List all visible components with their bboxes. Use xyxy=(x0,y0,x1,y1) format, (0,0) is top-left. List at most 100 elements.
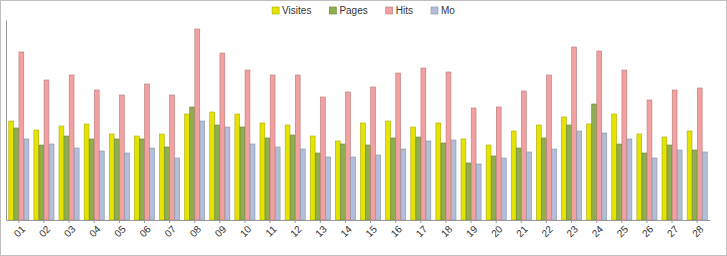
bar xyxy=(134,136,139,220)
x-tick-label: 09 xyxy=(213,223,229,239)
series-bars xyxy=(24,121,707,220)
bar xyxy=(9,121,14,220)
bar xyxy=(270,75,275,220)
bar xyxy=(175,158,180,220)
x-tick: 17 xyxy=(414,220,430,239)
x-tick: 07 xyxy=(162,220,178,239)
bar xyxy=(44,80,49,220)
bar xyxy=(572,47,577,220)
bar xyxy=(391,138,396,220)
x-tick: 06 xyxy=(137,220,153,239)
bar xyxy=(521,91,526,220)
bar xyxy=(315,153,320,220)
x-tick: 03 xyxy=(62,220,78,239)
bar xyxy=(567,125,572,220)
bar xyxy=(436,123,441,220)
x-tick: 01 xyxy=(12,220,28,239)
bar xyxy=(527,152,532,220)
bar xyxy=(300,149,305,220)
x-tick-mark xyxy=(270,220,271,223)
x-tick-label: 28 xyxy=(690,223,706,239)
bar xyxy=(702,152,707,220)
x-tick-label: 13 xyxy=(313,223,329,239)
bar xyxy=(139,139,144,220)
x-tick-mark xyxy=(94,220,95,223)
x-tick: 14 xyxy=(338,220,354,239)
bar xyxy=(19,52,24,220)
x-tick-label: 18 xyxy=(439,223,455,239)
legend-swatch xyxy=(329,7,336,14)
x-tick-label: 17 xyxy=(414,223,430,239)
bar xyxy=(275,147,280,220)
x-tick-label: 24 xyxy=(590,223,606,239)
bar xyxy=(461,139,466,220)
bar xyxy=(210,112,215,220)
bar xyxy=(114,139,119,220)
series-bars xyxy=(14,104,697,220)
legend: VisitesPagesHitsMo xyxy=(272,5,455,16)
bar xyxy=(667,145,672,220)
bar xyxy=(637,134,642,220)
chart: 0102030405060708091011121314151617181920… xyxy=(0,0,727,256)
x-tick-mark xyxy=(471,220,472,223)
x-tick-label: 14 xyxy=(338,223,354,239)
bar xyxy=(547,75,552,220)
x-tick: 23 xyxy=(564,220,580,239)
x-tick-mark xyxy=(521,220,522,223)
x-tick-label: 20 xyxy=(489,223,505,239)
legend-label: Pages xyxy=(339,5,367,16)
bar xyxy=(501,158,506,220)
bar xyxy=(562,117,567,220)
bar xyxy=(250,144,255,220)
x-tick-label: 02 xyxy=(37,223,53,239)
x-axis-line xyxy=(7,220,711,221)
x-tick-mark xyxy=(119,220,120,223)
bar xyxy=(396,73,401,220)
x-tick-mark xyxy=(194,220,195,223)
bar xyxy=(587,124,592,220)
bar xyxy=(361,123,366,220)
bar xyxy=(170,95,175,220)
x-tick: 21 xyxy=(514,220,530,239)
x-tick-mark xyxy=(295,220,296,223)
x-tick-mark xyxy=(420,220,421,223)
bar xyxy=(617,144,622,220)
x-tick-mark xyxy=(169,220,170,223)
bar xyxy=(34,130,39,220)
bar xyxy=(541,138,546,220)
x-tick-label: 06 xyxy=(137,223,153,239)
x-tick-mark xyxy=(244,220,245,223)
bar xyxy=(340,144,345,220)
bar xyxy=(200,121,205,220)
bar xyxy=(99,151,104,220)
x-tick-mark xyxy=(219,220,220,223)
bar xyxy=(511,131,516,220)
bar xyxy=(320,97,325,220)
bar xyxy=(109,134,114,220)
bar xyxy=(516,148,521,220)
x-tick: 25 xyxy=(615,220,631,239)
x-tick: 04 xyxy=(87,220,103,239)
bar xyxy=(215,125,220,220)
bar xyxy=(245,70,250,220)
x-tick-label: 11 xyxy=(263,223,278,238)
series-bars xyxy=(19,29,702,220)
x-tick: 22 xyxy=(539,220,555,239)
x-tick-label: 08 xyxy=(188,223,204,239)
bar xyxy=(235,114,240,220)
bar xyxy=(295,75,300,220)
x-tick-label: 10 xyxy=(238,223,254,239)
y-axis xyxy=(6,21,7,221)
bar xyxy=(260,123,265,220)
x-tick-mark xyxy=(546,220,547,223)
bar xyxy=(220,53,225,220)
bar xyxy=(692,150,697,220)
bar xyxy=(59,126,64,220)
bar xyxy=(119,95,124,220)
x-tick-mark xyxy=(370,220,371,223)
legend-item: Visites xyxy=(272,5,311,16)
x-tick-mark xyxy=(395,220,396,223)
x-tick-mark xyxy=(571,220,572,223)
bar xyxy=(240,127,245,220)
bar xyxy=(647,100,652,220)
